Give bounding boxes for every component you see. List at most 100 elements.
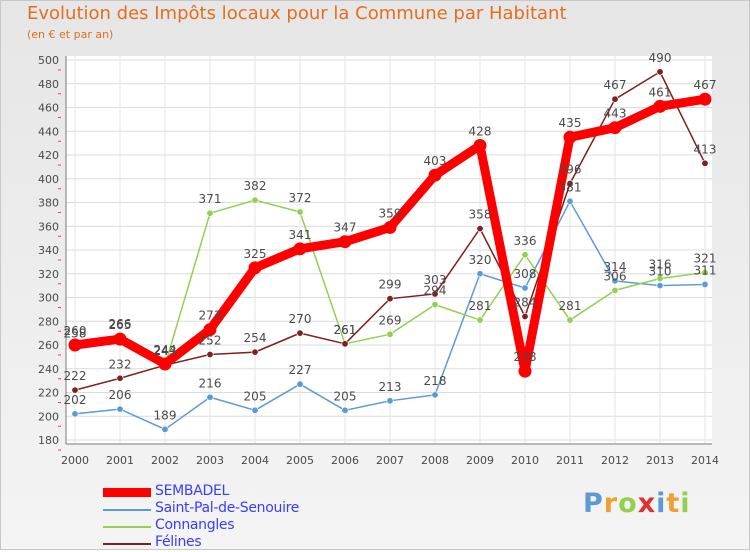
y-tick-label: 380: [38, 197, 59, 210]
data-point: [116, 374, 124, 382]
data-label: 316: [649, 258, 672, 272]
x-tick-label: 2013: [646, 454, 674, 467]
data-point: [251, 196, 259, 204]
data-point: [161, 425, 169, 433]
data-point: [521, 284, 529, 292]
y-tick-label: 200: [38, 410, 59, 423]
data-point: [566, 197, 574, 205]
data-label: 284: [514, 296, 537, 310]
data-point: [206, 393, 214, 401]
data-point: [611, 277, 619, 285]
data-label: 435: [559, 116, 582, 130]
y-tick-label: 340: [38, 244, 59, 257]
data-label: 347: [334, 221, 357, 235]
legend-swatch: [103, 509, 151, 511]
legend-label: SEMBADEL: [155, 483, 230, 499]
data-label: 189: [154, 408, 177, 422]
data-point: [386, 330, 394, 338]
data-point: [476, 270, 484, 278]
data-point: [698, 92, 712, 106]
data-label: 244: [154, 343, 177, 357]
data-point: [116, 405, 124, 413]
y-tick-label: 220: [38, 387, 59, 400]
data-point: [701, 280, 709, 288]
data-point: [206, 350, 214, 358]
y-tick-label: 300: [38, 292, 59, 305]
data-label: 396: [559, 163, 582, 177]
x-tick-label: 2010: [511, 454, 539, 467]
y-tick-label: 180: [38, 434, 59, 447]
data-label: 243: [154, 344, 177, 358]
x-tick-label: 2005: [286, 454, 314, 467]
data-label: 261: [334, 323, 357, 337]
brand-letter: t: [666, 488, 681, 519]
data-label: 371: [199, 192, 222, 206]
data-label: 281: [469, 299, 492, 313]
x-tick-label: 2004: [241, 454, 269, 467]
data-point: [383, 220, 397, 234]
data-point: [521, 312, 529, 320]
data-point: [656, 274, 664, 282]
brand-letter: P: [583, 488, 604, 519]
brand-letter: x: [637, 488, 657, 519]
y-tick-label: 260: [38, 339, 59, 352]
data-label: 243: [154, 344, 177, 358]
y-tick-label: 280: [38, 315, 59, 328]
data-point: [473, 139, 487, 152]
brand-letter: o: [618, 488, 638, 519]
data-point: [68, 338, 82, 352]
data-point: [701, 269, 709, 277]
data-label: 222: [64, 369, 87, 383]
y-tick-label: 440: [38, 125, 59, 138]
legend-label: Saint-Pal-de-Senouire: [155, 500, 300, 516]
data-point: [566, 180, 574, 188]
data-label: 403: [424, 154, 447, 168]
y-tick-label: 460: [38, 102, 59, 115]
data-label: 467: [604, 78, 627, 92]
data-point: [518, 364, 532, 378]
x-tick-label: 2001: [106, 454, 134, 467]
data-point: [476, 316, 484, 324]
y-tick-label: 480: [38, 78, 59, 91]
data-label: 266: [109, 317, 132, 331]
legend-swatch: [103, 543, 151, 545]
x-tick-label: 2008: [421, 454, 449, 467]
x-tick-label: 2009: [466, 454, 494, 467]
data-label: 306: [604, 269, 627, 283]
data-label: 294: [424, 284, 447, 298]
data-point: [521, 251, 529, 259]
data-label: 336: [514, 234, 537, 248]
legend-label: Connangles: [155, 517, 235, 533]
data-label: 428: [469, 125, 492, 139]
data-label: 281: [559, 299, 582, 313]
data-point: [701, 159, 709, 167]
data-point: [296, 208, 304, 216]
x-tick-label: 2006: [331, 454, 359, 467]
data-label: 413: [694, 142, 717, 156]
data-label: 265: [109, 318, 132, 332]
x-tick-label: 2002: [151, 454, 179, 467]
data-point: [341, 406, 349, 414]
data-label: 311: [694, 263, 717, 277]
data-label: 443: [604, 107, 627, 121]
data-point: [611, 95, 619, 103]
data-point: [563, 130, 577, 144]
data-point: [296, 380, 304, 388]
data-label: 325: [244, 247, 267, 261]
data-label: 382: [244, 179, 267, 193]
data-label: 205: [334, 389, 357, 403]
y-tick-label: 360: [38, 220, 59, 233]
data-label: 252: [199, 334, 222, 348]
data-point: [386, 397, 394, 405]
data-label: 227: [289, 363, 312, 377]
data-point: [158, 357, 172, 371]
data-point: [476, 225, 484, 233]
data-label: 467: [694, 78, 717, 92]
data-point: [338, 235, 352, 249]
x-tick-label: 2012: [601, 454, 629, 467]
data-label: 358: [469, 208, 492, 222]
data-label: 232: [109, 357, 132, 371]
data-label: 359: [379, 206, 402, 220]
data-point: [248, 261, 262, 275]
